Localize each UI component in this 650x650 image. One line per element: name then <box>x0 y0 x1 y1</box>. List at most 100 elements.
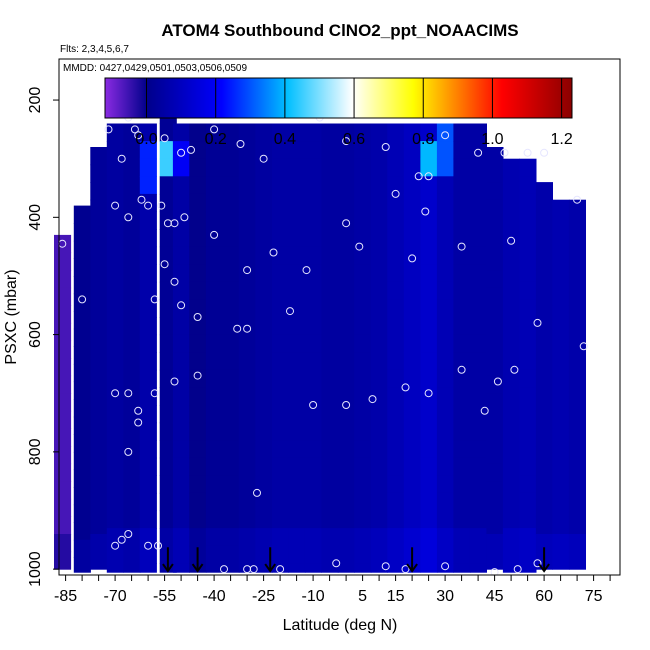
heatmap-cell <box>271 528 289 547</box>
heatmap-cell <box>123 334 141 353</box>
heatmap-cell <box>321 334 339 353</box>
observation-point <box>124 447 133 456</box>
observation-point <box>210 125 219 134</box>
y-tick-label: 400 <box>27 204 44 231</box>
heatmap-cell <box>486 375 504 394</box>
heatmap-cell <box>321 264 339 283</box>
heatmap-cell <box>469 457 487 476</box>
heatmap-cell <box>106 510 124 529</box>
heatmap-cell <box>403 317 421 336</box>
heatmap-cell <box>403 475 421 494</box>
heatmap-cell <box>106 229 124 248</box>
heatmap-cell <box>139 317 157 336</box>
observation-point <box>259 154 268 163</box>
observation-point <box>441 562 450 571</box>
heatmap-cell <box>159 158 177 177</box>
heatmap-cell <box>288 246 306 265</box>
heatmap-cell <box>436 317 454 336</box>
observation-point <box>573 195 582 204</box>
heatmap-cell <box>403 246 421 265</box>
heatmap-cell <box>321 281 339 300</box>
heatmap-cell <box>354 528 372 547</box>
heatmap-cell <box>172 264 190 283</box>
heatmap-cell <box>255 422 273 441</box>
heatmap-cell <box>189 510 207 529</box>
observation-point <box>243 324 252 333</box>
observation-point <box>111 201 120 210</box>
heatmap-cell <box>387 281 405 300</box>
observation-point <box>249 565 258 574</box>
heatmap-cell <box>486 164 504 183</box>
heatmap-cell <box>453 317 471 336</box>
heatmap-cell <box>354 211 372 230</box>
observation-point <box>150 389 159 398</box>
heatmap-cell <box>123 457 141 476</box>
heatmap-cell <box>271 475 289 494</box>
heatmap-cell <box>354 141 372 160</box>
heatmap-cell <box>535 534 553 553</box>
heatmap-cell <box>519 422 537 441</box>
observation-point <box>154 541 162 550</box>
heatmap-cell <box>90 410 108 429</box>
heatmap-cell <box>469 563 487 573</box>
heatmap-cell <box>139 281 157 300</box>
heatmap-cell <box>255 387 273 406</box>
heatmap-cell <box>304 352 322 371</box>
heatmap-cell <box>453 369 471 388</box>
colorbar-tick-label: 0.0 <box>135 131 157 148</box>
heatmap-cell <box>568 340 586 359</box>
heatmap-cell <box>502 475 520 494</box>
heatmap-cell <box>403 510 421 529</box>
arrow-marker <box>162 563 174 573</box>
heatmap-cell <box>370 563 388 573</box>
heatmap-cell <box>288 193 306 213</box>
heatmap-cell <box>205 440 223 459</box>
heatmap-cell <box>337 281 355 300</box>
heatmap-cell <box>73 487 91 506</box>
heatmap-cell <box>502 352 520 371</box>
heatmap-cell <box>123 176 141 195</box>
heatmap-cell <box>54 428 72 447</box>
heatmap-cell <box>469 475 487 494</box>
heatmap-cell <box>222 387 240 406</box>
heatmap-cell <box>387 563 405 573</box>
heatmap-cell <box>502 264 520 283</box>
arrow-marker <box>191 563 204 573</box>
heatmap-cell <box>172 317 190 336</box>
heatmap-cell <box>73 223 91 242</box>
observation-point <box>457 242 466 251</box>
heatmap-cell <box>288 563 306 573</box>
observation-point <box>111 389 120 398</box>
heatmap-cell <box>73 381 91 400</box>
heatmap-cell <box>172 123 190 142</box>
heatmap-cell <box>304 545 322 564</box>
heatmap-cell <box>54 481 72 500</box>
heatmap-cell <box>337 422 355 441</box>
observation-point <box>533 559 542 568</box>
heatmap-cell <box>205 317 223 336</box>
heatmap-cell <box>552 340 570 359</box>
heatmap-cell <box>354 387 372 406</box>
heatmap-cell <box>73 504 91 523</box>
heatmap-cell <box>159 440 177 459</box>
heatmap-cell <box>73 539 91 558</box>
heatmap-cell <box>90 199 108 218</box>
heatmap-cell <box>222 246 240 265</box>
observation-point <box>117 535 126 544</box>
observation-point <box>78 295 87 304</box>
heatmap-cell <box>387 193 405 213</box>
heatmap-cell <box>222 123 240 142</box>
heatmap-cell <box>123 352 141 371</box>
heatmap-cell <box>552 481 570 500</box>
heatmap-cell <box>139 440 157 459</box>
heatmap-cell <box>222 317 240 336</box>
heatmap-cell <box>337 492 355 512</box>
heatmap-cell <box>486 446 504 465</box>
heatmap-cell <box>519 563 537 573</box>
heatmap-cell <box>337 299 355 318</box>
heatmap-cell <box>54 410 72 429</box>
heatmap-cell <box>106 475 124 494</box>
heatmap-cell <box>90 358 108 377</box>
heatmap-cell <box>403 123 421 142</box>
heatmap-cell <box>90 446 108 465</box>
